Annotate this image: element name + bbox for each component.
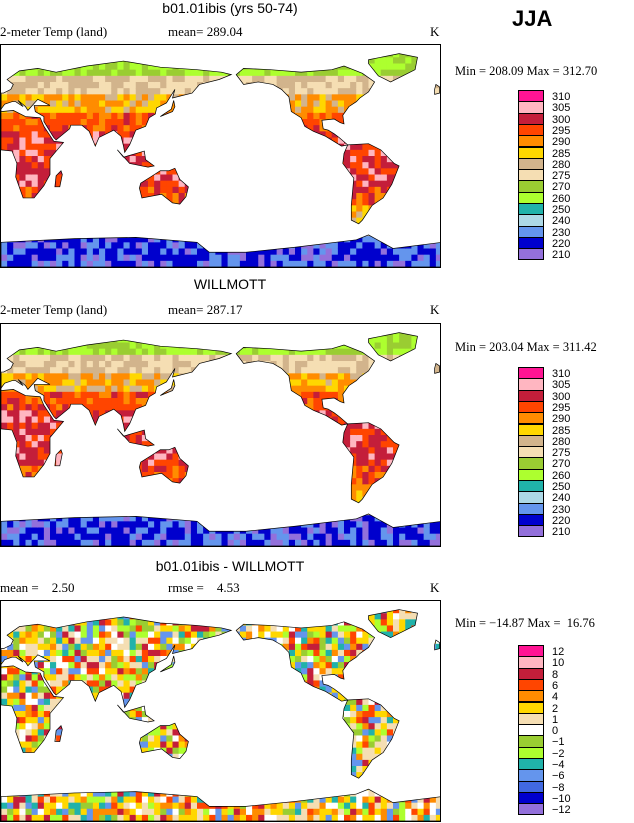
mean-label: mean= 289.04 — [168, 24, 243, 39]
mean-label: mean= 287.17 — [168, 302, 243, 317]
legend-label: 1 — [552, 713, 559, 726]
coastline — [1, 609, 440, 821]
variable-label: 2-meter Temp (land) — [0, 24, 108, 39]
color-legend: 310 305 300 295 290 285 280 275 270 260 250 240 230 2… — [518, 367, 598, 541]
legend-label: 250 — [552, 204, 571, 216]
legend-label: 0 — [552, 725, 559, 738]
legend-label: 10 — [552, 657, 565, 670]
legend-label: 230 — [552, 226, 571, 239]
min-max-label: Min = 208.09 Max = 312.70 — [455, 64, 598, 78]
legend-label: 4 — [552, 691, 559, 704]
rmse-label: rmse = 4.53 — [168, 580, 240, 595]
legend-label: 210 — [552, 249, 571, 262]
legend-label: −10 — [552, 792, 571, 805]
legend-label: 285 — [552, 147, 571, 160]
legend-label: 290 — [552, 136, 571, 149]
temperature-map — [0, 323, 441, 547]
legend-label: 310 — [552, 91, 571, 103]
legend-label: 300 — [552, 113, 571, 126]
coastline — [1, 332, 440, 546]
legend-label: 285 — [552, 424, 571, 437]
legend-label: 300 — [552, 390, 571, 403]
legend-label: 270 — [552, 458, 571, 471]
legend-swatch — [518, 803, 544, 816]
legend-label: −6 — [552, 770, 565, 783]
legend-label: 280 — [552, 435, 571, 448]
legend-label: 310 — [552, 368, 571, 380]
min-max-label: Min = 203.04 Max = 311.42 — [455, 340, 597, 354]
legend-label: 260 — [552, 192, 571, 205]
season-label: JJA — [512, 6, 553, 31]
legend-label: 6 — [552, 679, 559, 692]
legend-label: 295 — [552, 401, 571, 414]
unit-label: K — [430, 302, 440, 317]
color-legend: 12 10 8 6 4 2 1 0 −1 −2 −4 −6 −8 −10 −12 — [518, 645, 598, 819]
legend-label: −4 — [552, 759, 565, 771]
legend-label: 295 — [552, 124, 571, 137]
difference-map — [0, 600, 441, 822]
panel-title: b01.01ibis (yrs 50-74) — [162, 0, 298, 16]
legend-label: 260 — [552, 469, 571, 482]
legend-label: 210 — [552, 526, 571, 539]
min-max-label: Min = −14.87 Max = 16.76 — [455, 616, 595, 630]
legend-label: −2 — [552, 747, 565, 760]
legend-swatch — [518, 525, 544, 538]
legend-swatch — [518, 248, 544, 261]
mean-label: mean = 2.50 — [0, 580, 75, 595]
legend-label: 240 — [552, 492, 571, 505]
legend-label: 220 — [552, 237, 571, 250]
unit-label: K — [430, 24, 440, 39]
legend-label: −1 — [552, 736, 565, 749]
temperature-map — [0, 44, 441, 268]
color-legend: 310 305 300 295 290 285 280 275 270 260 250 240 230 2… — [518, 90, 598, 264]
legend-label: 12 — [552, 646, 565, 658]
legend-label: 220 — [552, 514, 571, 527]
legend-label: 275 — [552, 447, 571, 460]
legend-label: 230 — [552, 503, 571, 516]
legend-label: −8 — [552, 781, 565, 794]
unit-label: K — [430, 580, 440, 595]
panel-title: WILLMOTT — [193, 276, 267, 292]
legend-label: 270 — [552, 181, 571, 194]
legend-label: −12 — [552, 804, 571, 817]
legend-label: 290 — [552, 413, 571, 426]
legend-label: 305 — [552, 379, 571, 392]
legend-label: 2 — [552, 702, 559, 715]
legend-label: 250 — [552, 481, 571, 493]
legend-label: 280 — [552, 158, 571, 171]
legend-label: 8 — [552, 668, 559, 681]
legend-label: 240 — [552, 215, 571, 228]
legend-label: 305 — [552, 102, 571, 115]
coastline — [1, 53, 440, 267]
panel-title: b01.01ibis - WILLMOTT — [155, 558, 305, 574]
legend-label: 275 — [552, 170, 571, 183]
variable-label: 2-meter Temp (land) — [0, 302, 108, 317]
